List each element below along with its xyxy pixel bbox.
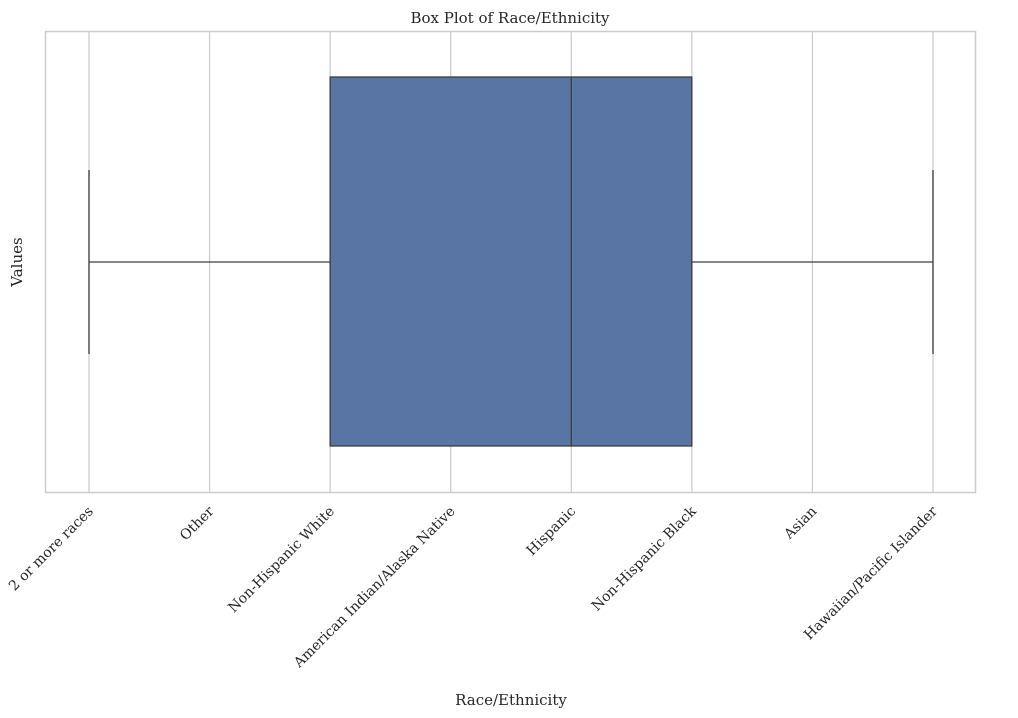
y-axis-label: Values (8, 237, 26, 287)
box-group (88, 76, 934, 447)
x-tick-labels: 2 or more races Other Non-Hispanic WhiteAm… (6, 503, 941, 672)
x-tick-label-5: Non-Hispanic Black (589, 503, 700, 614)
x-tick-label-4: Hispanic (524, 503, 580, 559)
chart-title: Box Plot of Race/Ethnicity (410, 9, 610, 27)
x-tick-label-0: 2 or more races (6, 504, 97, 595)
plot-frame (44, 30, 977, 494)
interquartile-box (329, 76, 693, 447)
x-tick-label-1: Other (177, 503, 218, 544)
x-tick-label-2: Non-Hispanic White (225, 504, 338, 617)
x-axis-label: Race/Ethnicity (455, 691, 567, 709)
x-tick-label-6: Asian (781, 504, 821, 544)
x-tick-label-7: Hawaiian/Pacific Islander (801, 503, 941, 643)
